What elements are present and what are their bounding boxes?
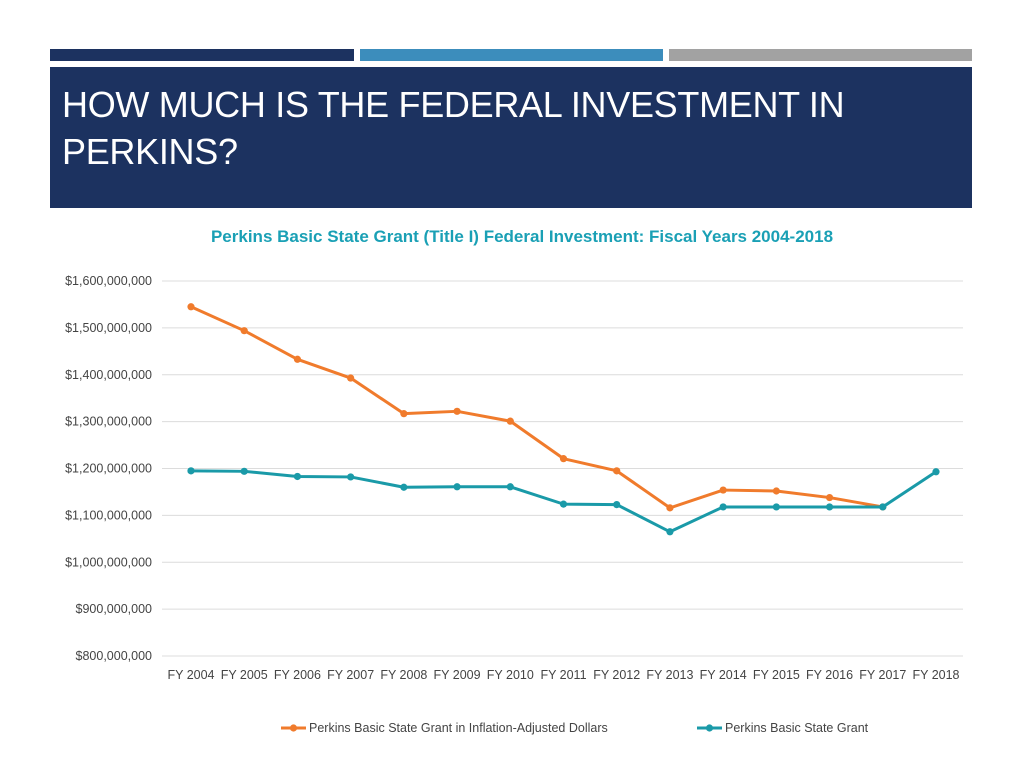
data-point — [719, 503, 727, 511]
data-point — [932, 468, 940, 476]
data-point — [666, 528, 674, 536]
y-tick-label: $1,600,000,000 — [65, 274, 152, 288]
data-point — [825, 503, 834, 511]
data-point — [187, 467, 195, 475]
data-point — [506, 483, 514, 491]
x-tick-label: FY 2010 — [487, 668, 534, 682]
data-point — [400, 410, 408, 418]
data-point — [293, 472, 302, 481]
chart-title: Perkins Basic State Grant (Title I) Fede… — [211, 227, 833, 246]
y-tick-label: $1,000,000,000 — [65, 555, 152, 569]
data-point — [772, 487, 780, 495]
x-tick-label: FY 2011 — [540, 668, 586, 682]
y-tick-label: $1,200,000,000 — [65, 462, 152, 476]
data-point — [187, 303, 195, 311]
data-point — [613, 467, 621, 475]
slide-title-block: HOW MUCH IS THE FEDERAL INVESTMENT IN PE… — [50, 67, 972, 208]
data-point — [559, 500, 568, 508]
data-point — [879, 503, 887, 511]
data-point — [453, 483, 461, 491]
data-point — [772, 503, 780, 511]
accent-bar-blue — [360, 49, 663, 61]
x-tick-label: FY 2015 — [753, 668, 800, 682]
legend-marker-2 — [705, 724, 714, 732]
data-point — [506, 417, 514, 425]
accent-bar-gray — [669, 49, 972, 61]
data-point — [347, 473, 355, 481]
data-point — [825, 493, 834, 502]
data-point — [453, 407, 461, 415]
data-point — [400, 483, 408, 491]
x-tick-label: FY 2006 — [274, 668, 321, 682]
data-point — [240, 467, 248, 475]
data-point — [613, 500, 621, 509]
x-tick-label: FY 2017 — [859, 668, 906, 682]
x-tick-label: FY 2012 — [593, 668, 640, 682]
data-point — [719, 486, 727, 494]
x-tick-label: FY 2005 — [221, 668, 268, 682]
data-point — [347, 374, 355, 382]
legend-marker-1 — [289, 724, 298, 732]
x-tick-label: FY 2014 — [700, 668, 747, 682]
x-tick-label: FY 2008 — [380, 668, 427, 682]
legend-label-2: Perkins Basic State Grant — [725, 721, 869, 735]
slide-title: HOW MUCH IS THE FEDERAL INVESTMENT IN PE… — [62, 84, 845, 172]
x-tick-label: FY 2004 — [167, 668, 214, 682]
x-tick-label: FY 2013 — [646, 668, 693, 682]
y-tick-label: $1,100,000,000 — [65, 508, 152, 522]
data-point — [240, 327, 248, 335]
accent-bar-navy — [50, 49, 354, 61]
y-tick-label: $1,400,000,000 — [65, 368, 152, 382]
data-point — [559, 455, 568, 463]
y-tick-label: $900,000,000 — [76, 602, 153, 616]
legend-label-1: Perkins Basic State Grant in Inflation-A… — [309, 721, 608, 735]
y-tick-label: $1,500,000,000 — [65, 321, 152, 335]
y-tick-label: $1,300,000,000 — [65, 415, 152, 429]
y-tick-label: $800,000,000 — [76, 649, 153, 663]
line-chart: Perkins Basic State Grant (Title I) Fede… — [65, 227, 963, 735]
x-tick-label: FY 2009 — [434, 668, 481, 682]
data-point — [666, 504, 674, 512]
x-tick-label: FY 2007 — [327, 668, 374, 682]
data-point — [293, 355, 302, 363]
x-tick-label: FY 2016 — [806, 668, 853, 682]
chart-container: Perkins Basic State Grant (Title I) Fede… — [0, 210, 1024, 768]
series-line-1 — [190, 305, 884, 510]
x-tick-label: FY 2018 — [912, 668, 959, 682]
